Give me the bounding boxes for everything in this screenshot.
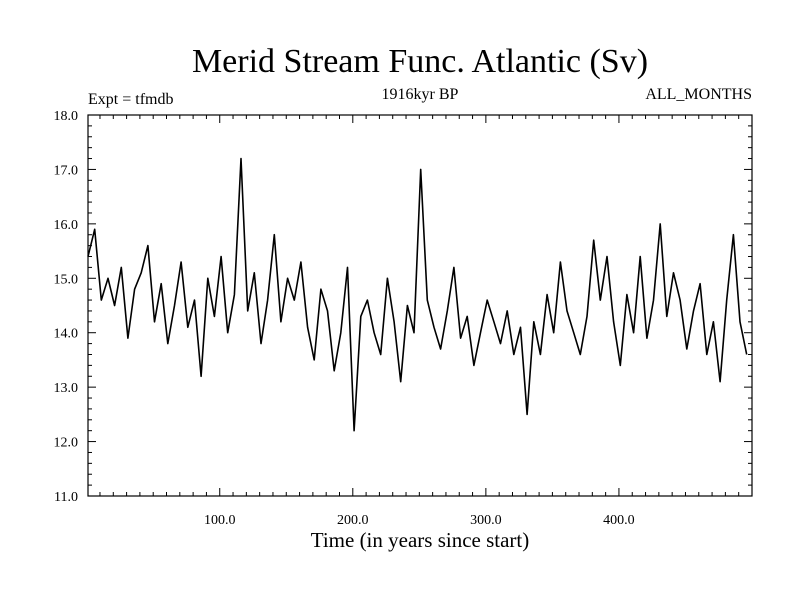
- chart-title: Merid Stream Func. Atlantic (Sv): [192, 43, 648, 80]
- experiment-label: Expt = tfmdb: [88, 91, 173, 108]
- y-tick-label: 15.0: [54, 272, 79, 287]
- period-label: 1916kyr BP: [382, 86, 459, 103]
- x-tick-label: 100.0: [204, 513, 236, 528]
- x-tick-labels: 100.0 200.0 300.0 400.0: [204, 513, 635, 528]
- months-label: ALL_MONTHS: [645, 86, 752, 103]
- y-tick-label: 14.0: [54, 327, 79, 342]
- series-group: [87, 157, 748, 432]
- y-tick-label: 13.0: [54, 381, 79, 396]
- axis-ticks: [88, 114, 752, 497]
- x-tick-label: 400.0: [603, 513, 635, 528]
- x-tick-label: 300.0: [470, 513, 502, 528]
- plot-frame: [87, 114, 753, 497]
- y-tick-labels: 11.0 12.0 13.0 14.0 15.0 16.0 17.0 18.0: [54, 109, 79, 505]
- y-tick-label: 12.0: [54, 436, 79, 451]
- x-axis-label: Time (in years since start): [311, 528, 530, 552]
- y-tick-label: 16.0: [54, 218, 79, 233]
- y-tick-label: 18.0: [54, 109, 79, 124]
- y-tick-label: 11.0: [54, 490, 78, 505]
- series-line: [87, 157, 748, 432]
- x-tick-label: 200.0: [337, 513, 369, 528]
- y-tick-label: 17.0: [54, 163, 79, 178]
